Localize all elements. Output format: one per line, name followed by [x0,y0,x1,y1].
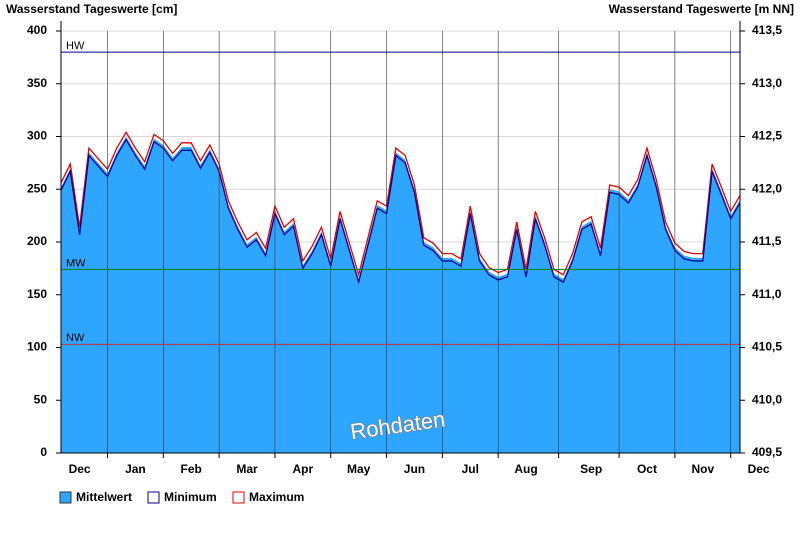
x-tick-label: Aug [514,462,537,476]
y-tick-label: 300 [27,129,47,143]
y-tick-label: 0 [40,445,47,459]
y-tick-label: 50 [34,392,48,406]
legend-label: Maximum [249,490,304,504]
x-tick-label: Mar [236,462,258,476]
x-tick-label: May [347,462,371,476]
reference-label: MW [66,257,86,269]
legend-swatch [232,491,245,504]
y-tick-label: 400 [27,23,47,37]
legend-swatch [147,491,160,504]
y2-tick-label: 413,0 [752,76,782,90]
x-tick-label: Jan [125,462,146,476]
y2-axis-title: Wasserstand Tageswerte [m NN] [609,2,794,16]
x-tick-label: Dec [748,462,770,476]
y2-tick-label: 410,0 [752,392,782,406]
y2-tick-label: 412,0 [752,181,782,195]
x-tick-label: Sep [580,462,602,476]
x-tick-label: Apr [292,462,313,476]
legend-label: Mittelwert [76,490,132,504]
legend-label: Minimum [164,490,217,504]
y-tick-label: 250 [27,181,47,195]
y2-tick-label: 409,5 [752,445,782,459]
reference-label: NW [66,332,85,344]
y-tick-label: 350 [27,76,47,90]
x-tick-label: Jun [404,462,425,476]
y2-tick-label: 412,5 [752,129,782,143]
legend-swatch [59,491,72,504]
x-tick-label: Jul [462,462,479,476]
reference-label: HW [66,40,85,52]
y-tick-label: 100 [27,340,47,354]
mean-area [61,136,740,453]
x-tick-label: Dec [69,462,91,476]
y-tick-label: 200 [27,234,47,248]
y-axis-title: Wasserstand Tageswerte [cm] [6,2,177,16]
x-tick-label: Nov [691,462,714,476]
y-tick-label: 150 [27,287,47,301]
y2-tick-label: 411,5 [752,234,782,248]
y2-tick-label: 411,0 [752,287,782,301]
y2-tick-label: 413,5 [752,23,782,37]
x-tick-label: Feb [181,462,202,476]
max-line [60,130,741,278]
x-tick-label: Oct [637,462,657,476]
y2-tick-label: 410,5 [752,340,782,354]
min-line [60,138,741,285]
